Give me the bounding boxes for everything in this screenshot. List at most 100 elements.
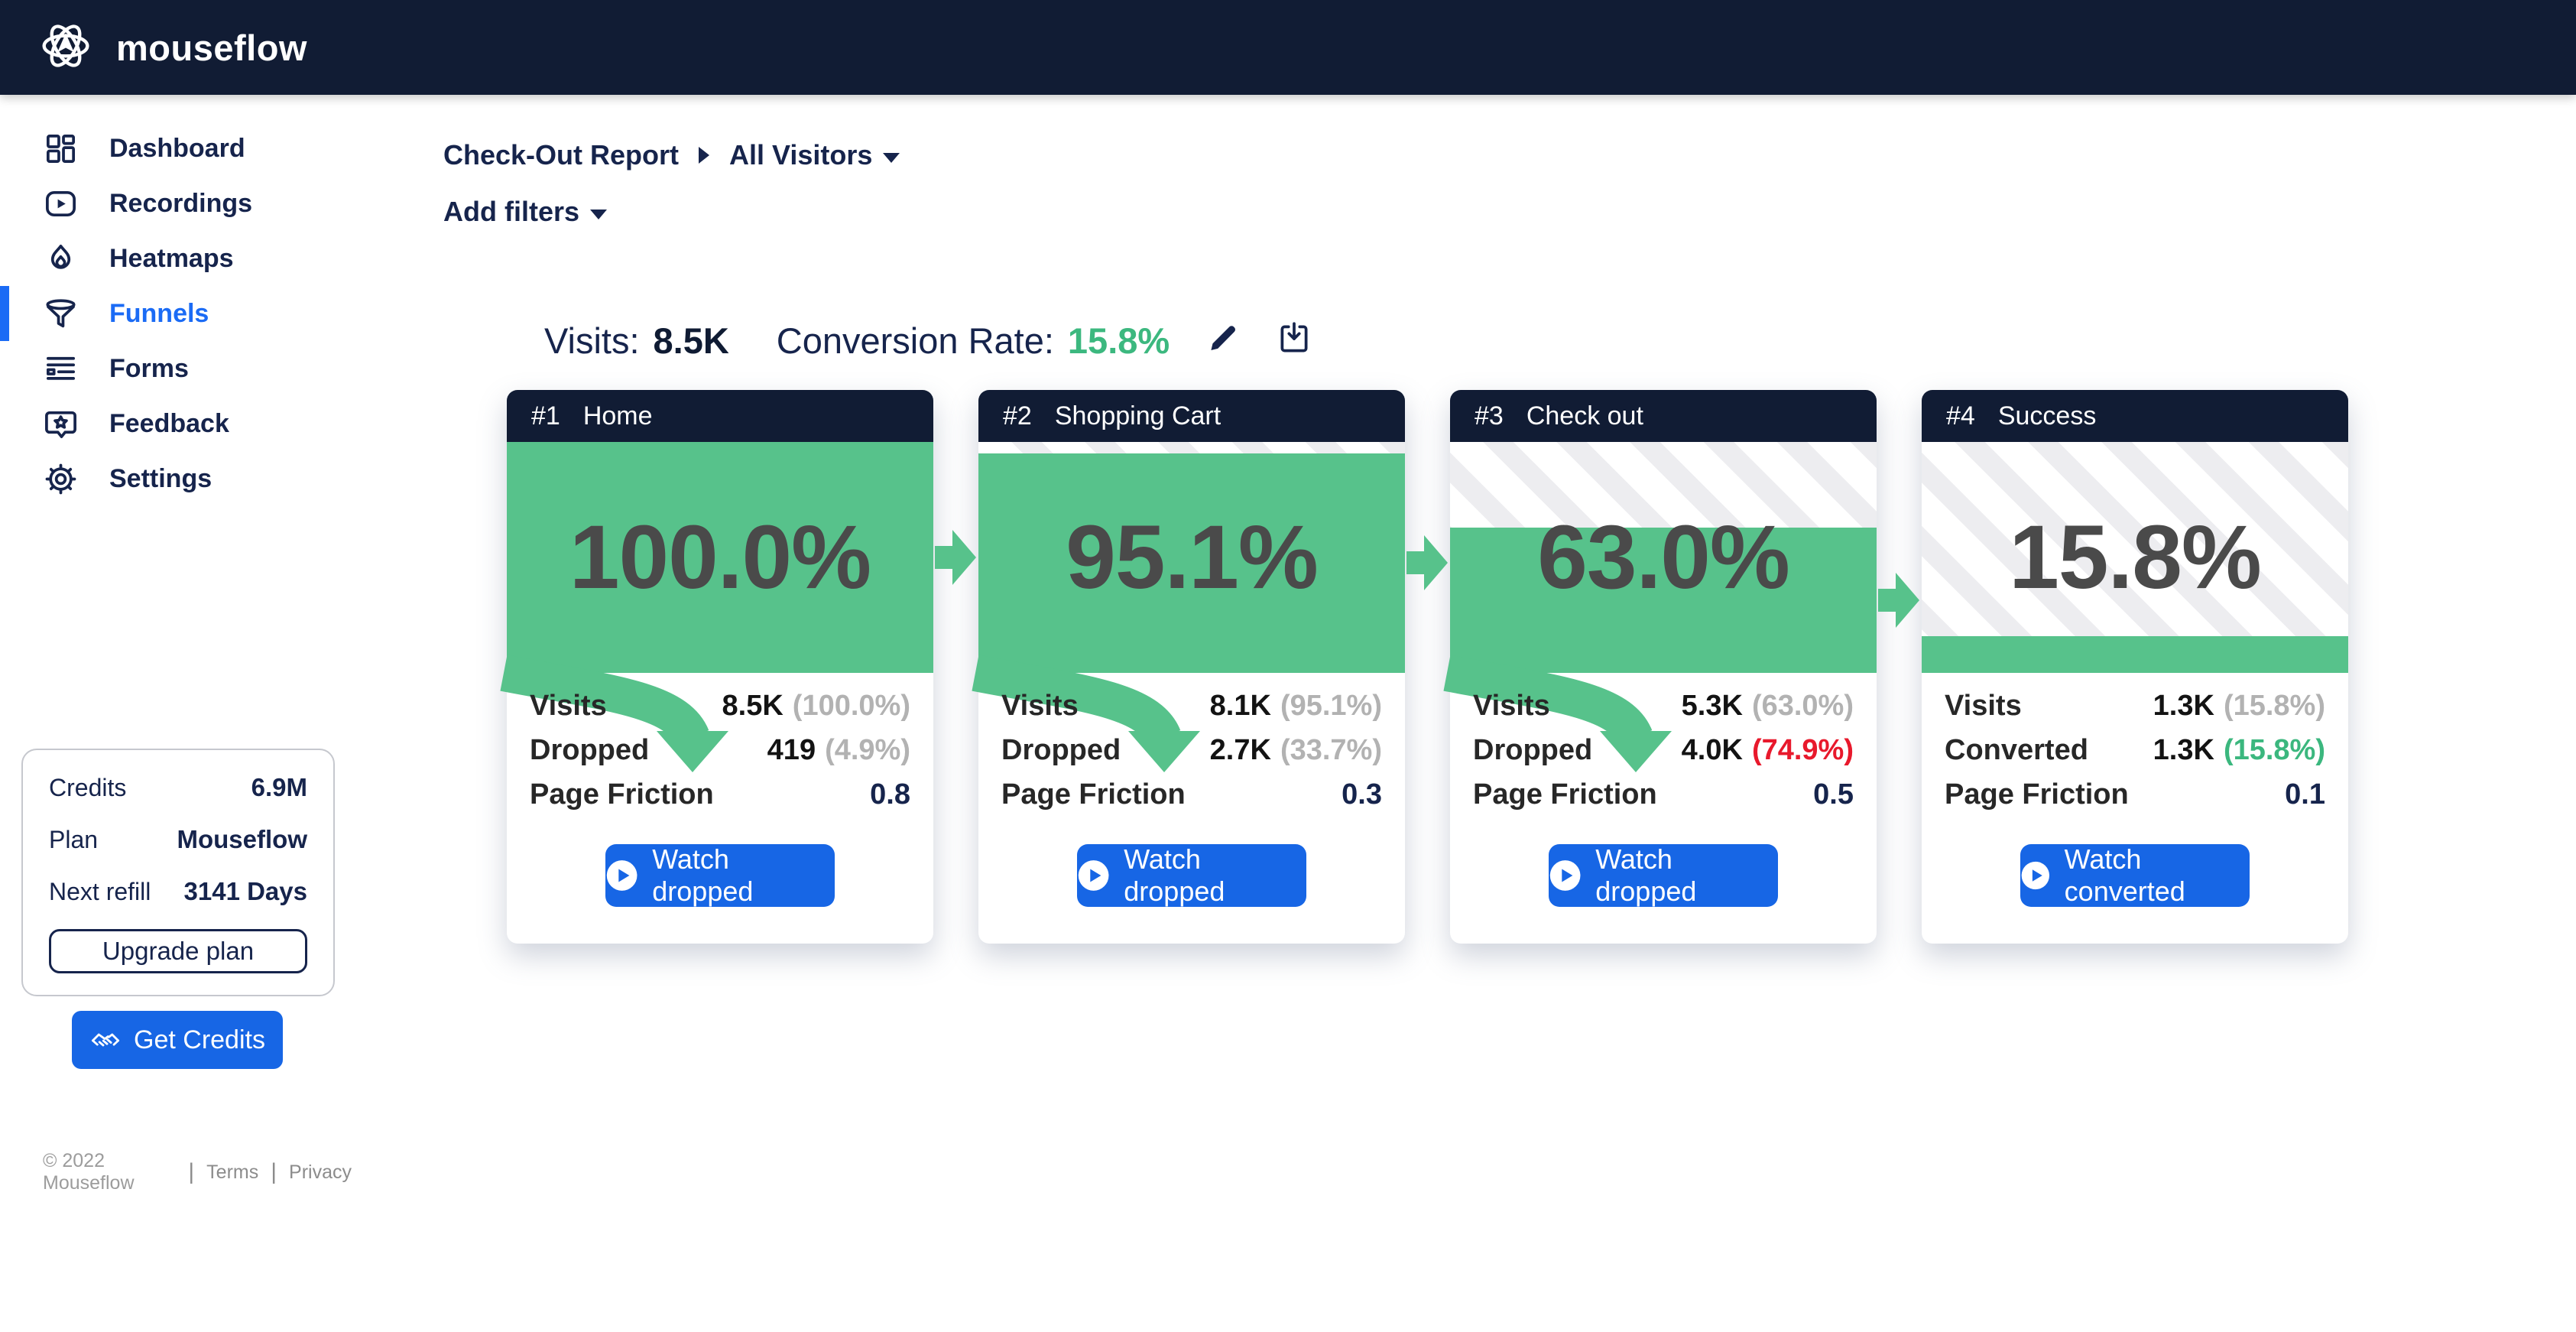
breadcrumb: Check-Out Report All Visitors [443,139,900,171]
stat-label: Page Friction [530,778,714,811]
visitor-segment-dropdown[interactable]: All Visitors [729,139,900,171]
step-chart: 63.0% [1450,442,1877,673]
sidebar-item-recordings[interactable]: Recordings [0,176,352,231]
watch-button-label: Watch converted [2064,843,2185,907]
stat-label: Page Friction [1945,778,2129,811]
stat-label: Dropped [1473,734,1593,766]
page-friction-row: Page Friction 0.3 [1001,778,1382,823]
credits-row: Credits 6.9M [49,773,307,802]
credits-label: Credits [49,774,127,801]
conversion-rate-label: Conversion Rate: [776,320,1054,361]
dashboard-grid-icon [46,134,76,163]
watch-dropped-button[interactable]: Watch dropped [605,843,835,907]
plan-label: Plan [49,826,99,853]
watch-dropped-button[interactable]: Watch dropped [1549,843,1778,907]
sidebar-item-label: Heatmaps [109,243,234,273]
credits-panel: Credits 6.9M Plan Mouseflow Next refill … [21,749,335,996]
copyright-text: © 2022 Mouseflow [43,1150,135,1194]
top-navbar: mouseflow [0,0,2576,95]
next-step-arrow-icon [1406,535,1448,590]
play-icon [2021,861,2050,890]
play-icon [1078,860,1109,891]
funnel-step-card-1: #1 Home 100.0% Visits 8.5K (100.0%) Dropp… [500,390,976,944]
stat-percent: (63.0%) [1751,690,1854,722]
step-name: Home [582,401,653,430]
stat-percent: (15.8%) [2223,690,2325,722]
brand-wordmark: mouseflow [116,27,307,68]
step-name: Success [1997,401,2097,430]
forms-lines-icon [46,356,76,380]
stat-value: 0.5 [1813,778,1854,811]
step-name: Check out [1526,401,1643,430]
sidebar-item-forms[interactable]: Forms [0,341,352,396]
dropped-row: Dropped 419 (4.9%) [530,734,910,778]
step-percent: 95.1% [1066,507,1319,608]
visits-row: Visits 8.1K (95.1%) [1001,690,1382,734]
dropped-row: Dropped 4.0K (74.9%) [1473,734,1854,778]
next-step-arrow-icon [935,530,976,585]
sidebar-item-settings[interactable]: Settings [0,451,352,506]
save-report-button[interactable] [1275,320,1313,362]
stat-label: Visits [1001,690,1079,722]
sidebar-item-funnels[interactable]: Funnels [0,286,352,341]
edit-funnel-button[interactable] [1203,320,1241,362]
funnel-cards-row: #1 Home 100.0% Visits 8.5K (100.0%) Dropp… [500,390,2348,944]
page-friction-row: Page Friction 0.1 [1945,778,2325,823]
green-fill-bar [1922,636,2348,673]
footer: © 2022 Mouseflow | Terms | Privacy [43,1150,352,1194]
green-fill-bar [507,442,933,673]
step-percent: 15.8% [2009,507,2262,608]
privacy-link[interactable]: Privacy [289,1161,352,1183]
step-stats: Visits 8.1K (95.1%) Dropped 2.7K (33.7%) P… [972,655,1405,907]
step-badge: #3 [1475,401,1504,430]
sidebar-item-dashboard[interactable]: Dashboard [0,121,352,176]
terms-link[interactable]: Terms [206,1161,259,1183]
stat-value: 0.1 [2285,778,2325,811]
green-fill-bar [978,453,1405,673]
step-header: #3 Check out [1450,390,1877,442]
sidebar-item-heatmaps[interactable]: Heatmaps [0,231,352,286]
upgrade-plan-button[interactable]: Upgrade plan [49,929,307,973]
step-header: #4 Success [1922,390,2348,442]
watch-converted-button[interactable]: Watch converted [2020,843,2250,907]
stat-percent: (4.9%) [825,734,910,766]
stat-value: 1.3K [2153,690,2214,722]
step-percent: 100.0% [569,507,871,608]
conversion-rate-value: 15.8% [1067,320,1170,361]
play-icon [606,860,638,891]
step-chart: 15.8% [1922,442,2348,673]
next-refill-value: 3141 Days [183,877,307,905]
next-refill-label: Next refill [49,878,151,905]
sidebar-item-label: Forms [109,353,189,383]
step-stats: Visits 1.3K (15.8%) Converted 1.3K (15.8%)… [1922,673,2348,907]
stat-percent: (15.8%) [2223,734,2325,766]
stat-percent: (100.0%) [792,690,910,722]
stat-value: 419 [767,734,816,766]
step-badge: #4 [1946,401,1975,430]
step-header: #2 Shopping Cart [978,390,1405,442]
add-filters-dropdown[interactable]: Add filters [443,196,608,228]
visits-row: Visits 5.3K (63.0%) [1473,690,1854,734]
stat-label: Page Friction [1001,778,1186,811]
watch-dropped-button[interactable]: Watch dropped [1077,843,1306,907]
step-stats: Visits 5.3K (63.0%) Dropped 4.0K (74.9%) P… [1443,655,1877,907]
visits-value: 8.5K [653,320,729,361]
add-filters-label: Add filters [443,196,580,227]
stat-value: 1.3K [2153,734,2214,766]
stat-percent: (33.7%) [1280,734,1382,766]
next-refill-row: Next refill 3141 Days [49,877,307,906]
get-credits-button[interactable]: Get Credits [72,1011,283,1069]
funnel-step-card-2: #2 Shopping Cart 95.1% Visits 8.1K (95.1%… [972,390,1448,944]
sidebar: Dashboard Recordings Heatmaps Funnels [0,95,352,1332]
page-friction-row: Page Friction 0.8 [530,778,910,823]
sidebar-item-label: Feedback [109,408,229,438]
funnel-step-card-3: #3 Check out 63.0% Visits 5.3K (63.0%) Dr… [1443,390,1919,944]
green-fill-bar [1450,527,1877,673]
step-chart: 100.0% [507,442,933,673]
sidebar-item-feedback[interactable]: Feedback [0,396,352,451]
page-friction-row: Page Friction 0.5 [1473,778,1854,823]
pencil-icon [1211,326,1236,350]
visits-row: Visits 1.3K (15.8%) [1945,690,2325,734]
step-chart: 95.1% [978,442,1405,673]
funnel-step-card-4: #4 Success 15.8% Visits 1.3K (15.8%) Conv… [1922,390,2348,944]
